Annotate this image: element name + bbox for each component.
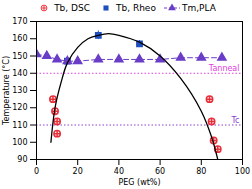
svg-text:100: 100 — [12, 138, 27, 147]
html-text:Tb, DSC: Tb, DSC — [54, 2, 90, 13]
svg-text:90: 90 — [17, 155, 27, 164]
svg-text:40: 40 — [114, 167, 124, 176]
svg-text:Tanneal: Tanneal — [208, 64, 240, 73]
svg-text:150: 150 — [12, 52, 27, 61]
svg-text:Temperature (°C): Temperature (°C) — [2, 56, 11, 126]
svg-text:170: 170 — [12, 17, 27, 26]
svg-text:140: 140 — [12, 69, 27, 78]
svg-text:160: 160 — [12, 34, 27, 43]
svg-text:80: 80 — [196, 167, 206, 176]
svg-text:0: 0 — [34, 167, 39, 176]
svg-text:110: 110 — [12, 121, 27, 130]
html-text:Tm,PLA: Tm,PLA — [181, 2, 216, 13]
svg-text:100: 100 — [235, 167, 250, 176]
svg-text:60: 60 — [155, 167, 165, 176]
svg-text:120: 120 — [12, 103, 27, 112]
svg-text:130: 130 — [12, 86, 27, 95]
svg-text:20: 20 — [73, 167, 83, 176]
html-text:Tb, Rheo: Tb, Rheo — [116, 2, 156, 13]
svg-text:PEG (wt%): PEG (wt%) — [118, 178, 160, 187]
svg-text:Tc: Tc — [231, 116, 240, 125]
